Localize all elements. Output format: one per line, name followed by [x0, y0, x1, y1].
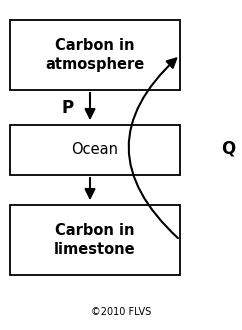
Text: Ocean: Ocean [71, 143, 119, 157]
FancyBboxPatch shape [10, 205, 180, 275]
Text: ©2010 FLVS: ©2010 FLVS [91, 307, 151, 317]
FancyBboxPatch shape [10, 20, 180, 90]
Text: P: P [62, 99, 74, 117]
Text: Carbon in
atmosphere: Carbon in atmosphere [45, 38, 145, 72]
Text: Carbon in
limestone: Carbon in limestone [54, 223, 136, 257]
Text: Q: Q [221, 139, 235, 157]
FancyBboxPatch shape [10, 125, 180, 175]
FancyArrowPatch shape [129, 58, 178, 238]
